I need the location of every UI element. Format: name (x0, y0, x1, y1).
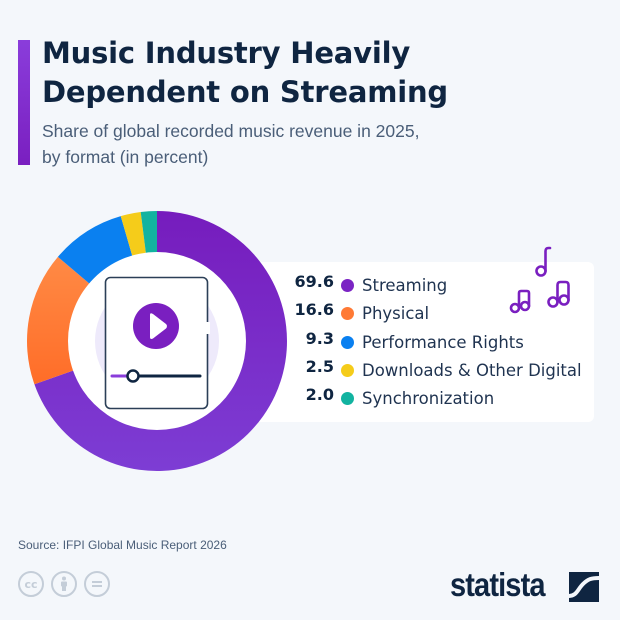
legend-item-synchronization: 2.0 Synchronization (250, 385, 495, 411)
donut-segment-downloads-other-digital (120, 212, 146, 257)
legend-dot-icon (341, 363, 354, 377)
donut-segment-physical (27, 256, 90, 385)
legend-value: 2.5 (305, 357, 334, 376)
logo-wordmark: statista (450, 566, 546, 603)
legend-dot-icon (341, 335, 354, 349)
legend-dot-icon (341, 278, 354, 292)
legend-label: Downloads & Other Digital (362, 360, 582, 380)
donut-chart (27, 211, 288, 472)
no-derivatives-icon[interactable] (84, 571, 110, 597)
donut-segment-performance-rights (57, 216, 133, 285)
chart-title: Music Industry Heavily Dependent on Stre… (42, 34, 448, 112)
legend-value: 16.6 (294, 300, 334, 319)
legend-value: 9.3 (305, 329, 334, 348)
legend-value: 2.0 (305, 385, 334, 404)
legend-panel: 69.6 Streaming 16.6 Physical 9.3 Perform… (250, 262, 594, 422)
statista-mark-icon (569, 572, 599, 602)
legend-item-streaming: 69.6 Streaming (250, 272, 448, 298)
slider-knob-icon (126, 369, 140, 383)
subtitle-line-1: Share of global recorded music revenue i… (42, 121, 420, 141)
title-accent-bar (18, 40, 30, 165)
title-line-1: Music Industry Heavily (42, 36, 411, 70)
legend-dot-icon (341, 306, 354, 320)
music-player-icon (104, 276, 210, 410)
legend-label: Streaming (362, 275, 448, 295)
legend-item-performance-rights: 9.3 Performance Rights (250, 329, 524, 355)
title-line-2: Dependent on Streaming (42, 75, 448, 109)
legend-value: 69.6 (294, 272, 334, 291)
statista-logo[interactable]: statista (450, 566, 599, 604)
cc-icon[interactable]: cc (18, 571, 44, 597)
legend-label: Synchronization (362, 388, 495, 408)
subtitle-line-2: by format (in percent) (42, 147, 209, 167)
legend-item-physical: 16.6 Physical (250, 300, 430, 326)
legend-label: Physical (362, 303, 430, 323)
music-notes-icon (509, 246, 570, 314)
legend-item-downloads: 2.5 Downloads & Other Digital (250, 357, 582, 383)
source-text: Source: IFPI Global Music Report 2026 (18, 538, 227, 552)
donut-segment-synchronization (140, 211, 157, 254)
attribution-icon[interactable] (51, 571, 77, 597)
legend-dot-icon (341, 391, 354, 405)
legend-label: Performance Rights (362, 332, 524, 352)
chart-subtitle: Share of global recorded music revenue i… (42, 118, 419, 170)
license-icons: cc (18, 571, 110, 597)
